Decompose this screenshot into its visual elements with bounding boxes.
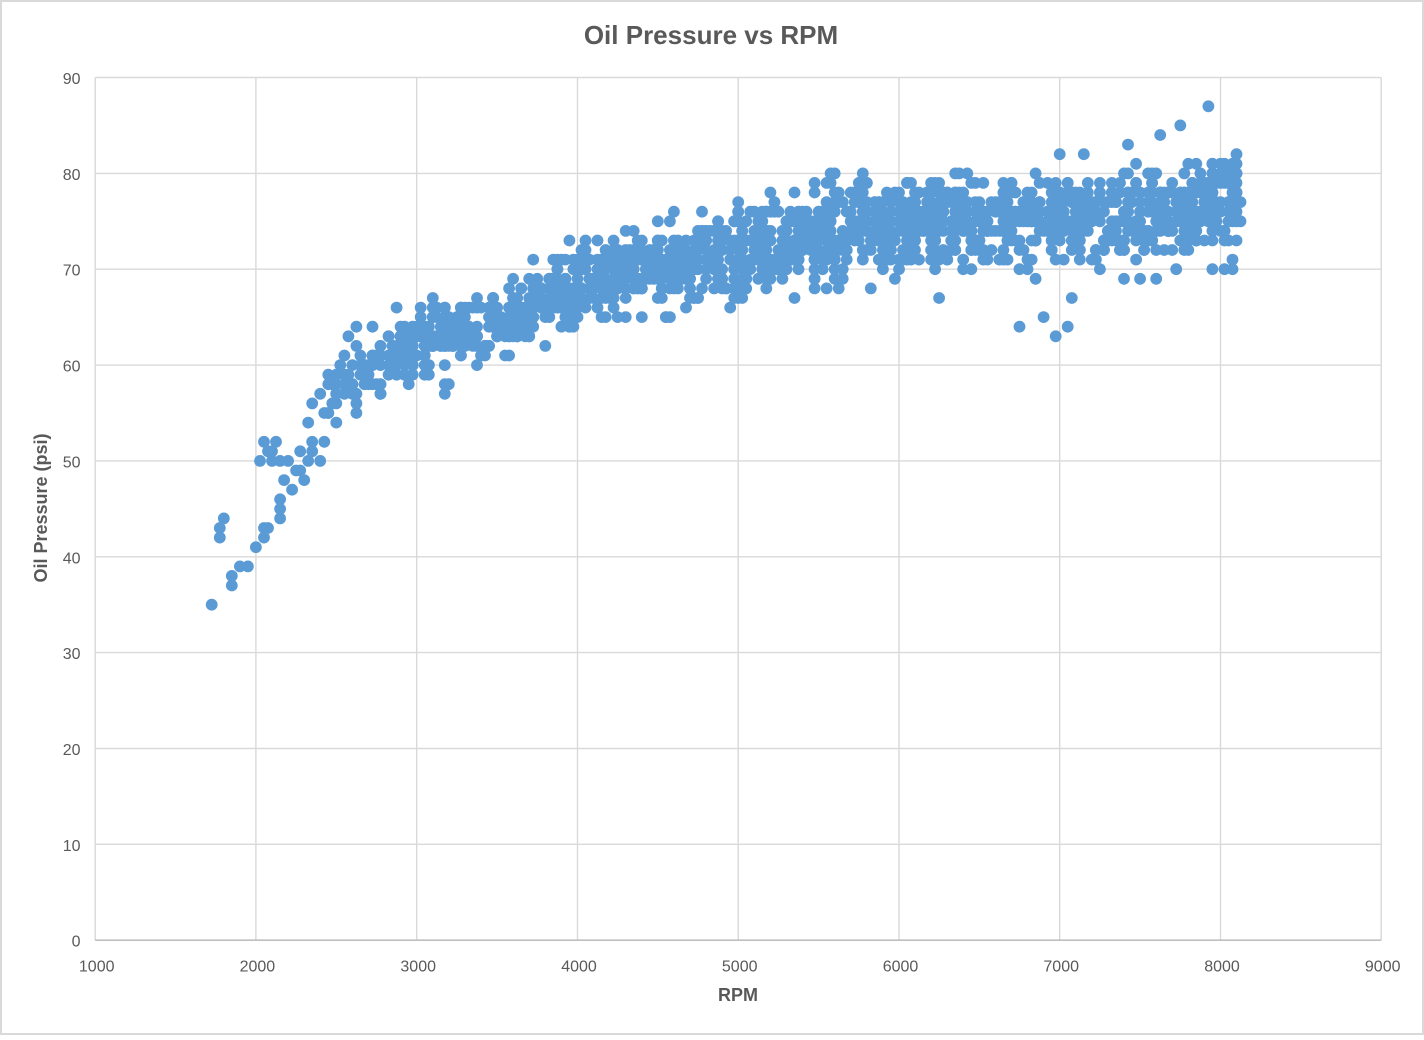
- svg-text:30: 30: [63, 646, 81, 663]
- svg-text:Oil Pressure vs RPM: Oil Pressure vs RPM: [584, 20, 838, 50]
- svg-text:20: 20: [63, 742, 81, 759]
- svg-text:50: 50: [63, 454, 81, 471]
- svg-text:40: 40: [63, 550, 81, 567]
- svg-text:8000: 8000: [1204, 959, 1240, 976]
- svg-text:70: 70: [63, 263, 81, 280]
- svg-text:0: 0: [72, 934, 81, 951]
- svg-text:10: 10: [63, 838, 81, 855]
- svg-text:1000: 1000: [79, 959, 115, 976]
- svg-text:Oil Pressure (psi): Oil Pressure (psi): [31, 433, 51, 582]
- svg-text:60: 60: [63, 359, 81, 376]
- svg-text:80: 80: [63, 167, 81, 184]
- svg-text:90: 90: [63, 71, 81, 88]
- svg-text:7000: 7000: [1043, 959, 1079, 976]
- svg-text:6000: 6000: [883, 959, 919, 976]
- svg-text:2000: 2000: [240, 959, 276, 976]
- svg-text:5000: 5000: [722, 959, 758, 976]
- svg-text:3000: 3000: [400, 959, 436, 976]
- svg-text:RPM: RPM: [718, 985, 758, 1005]
- svg-text:4000: 4000: [561, 959, 597, 976]
- svg-text:9000: 9000: [1365, 959, 1401, 976]
